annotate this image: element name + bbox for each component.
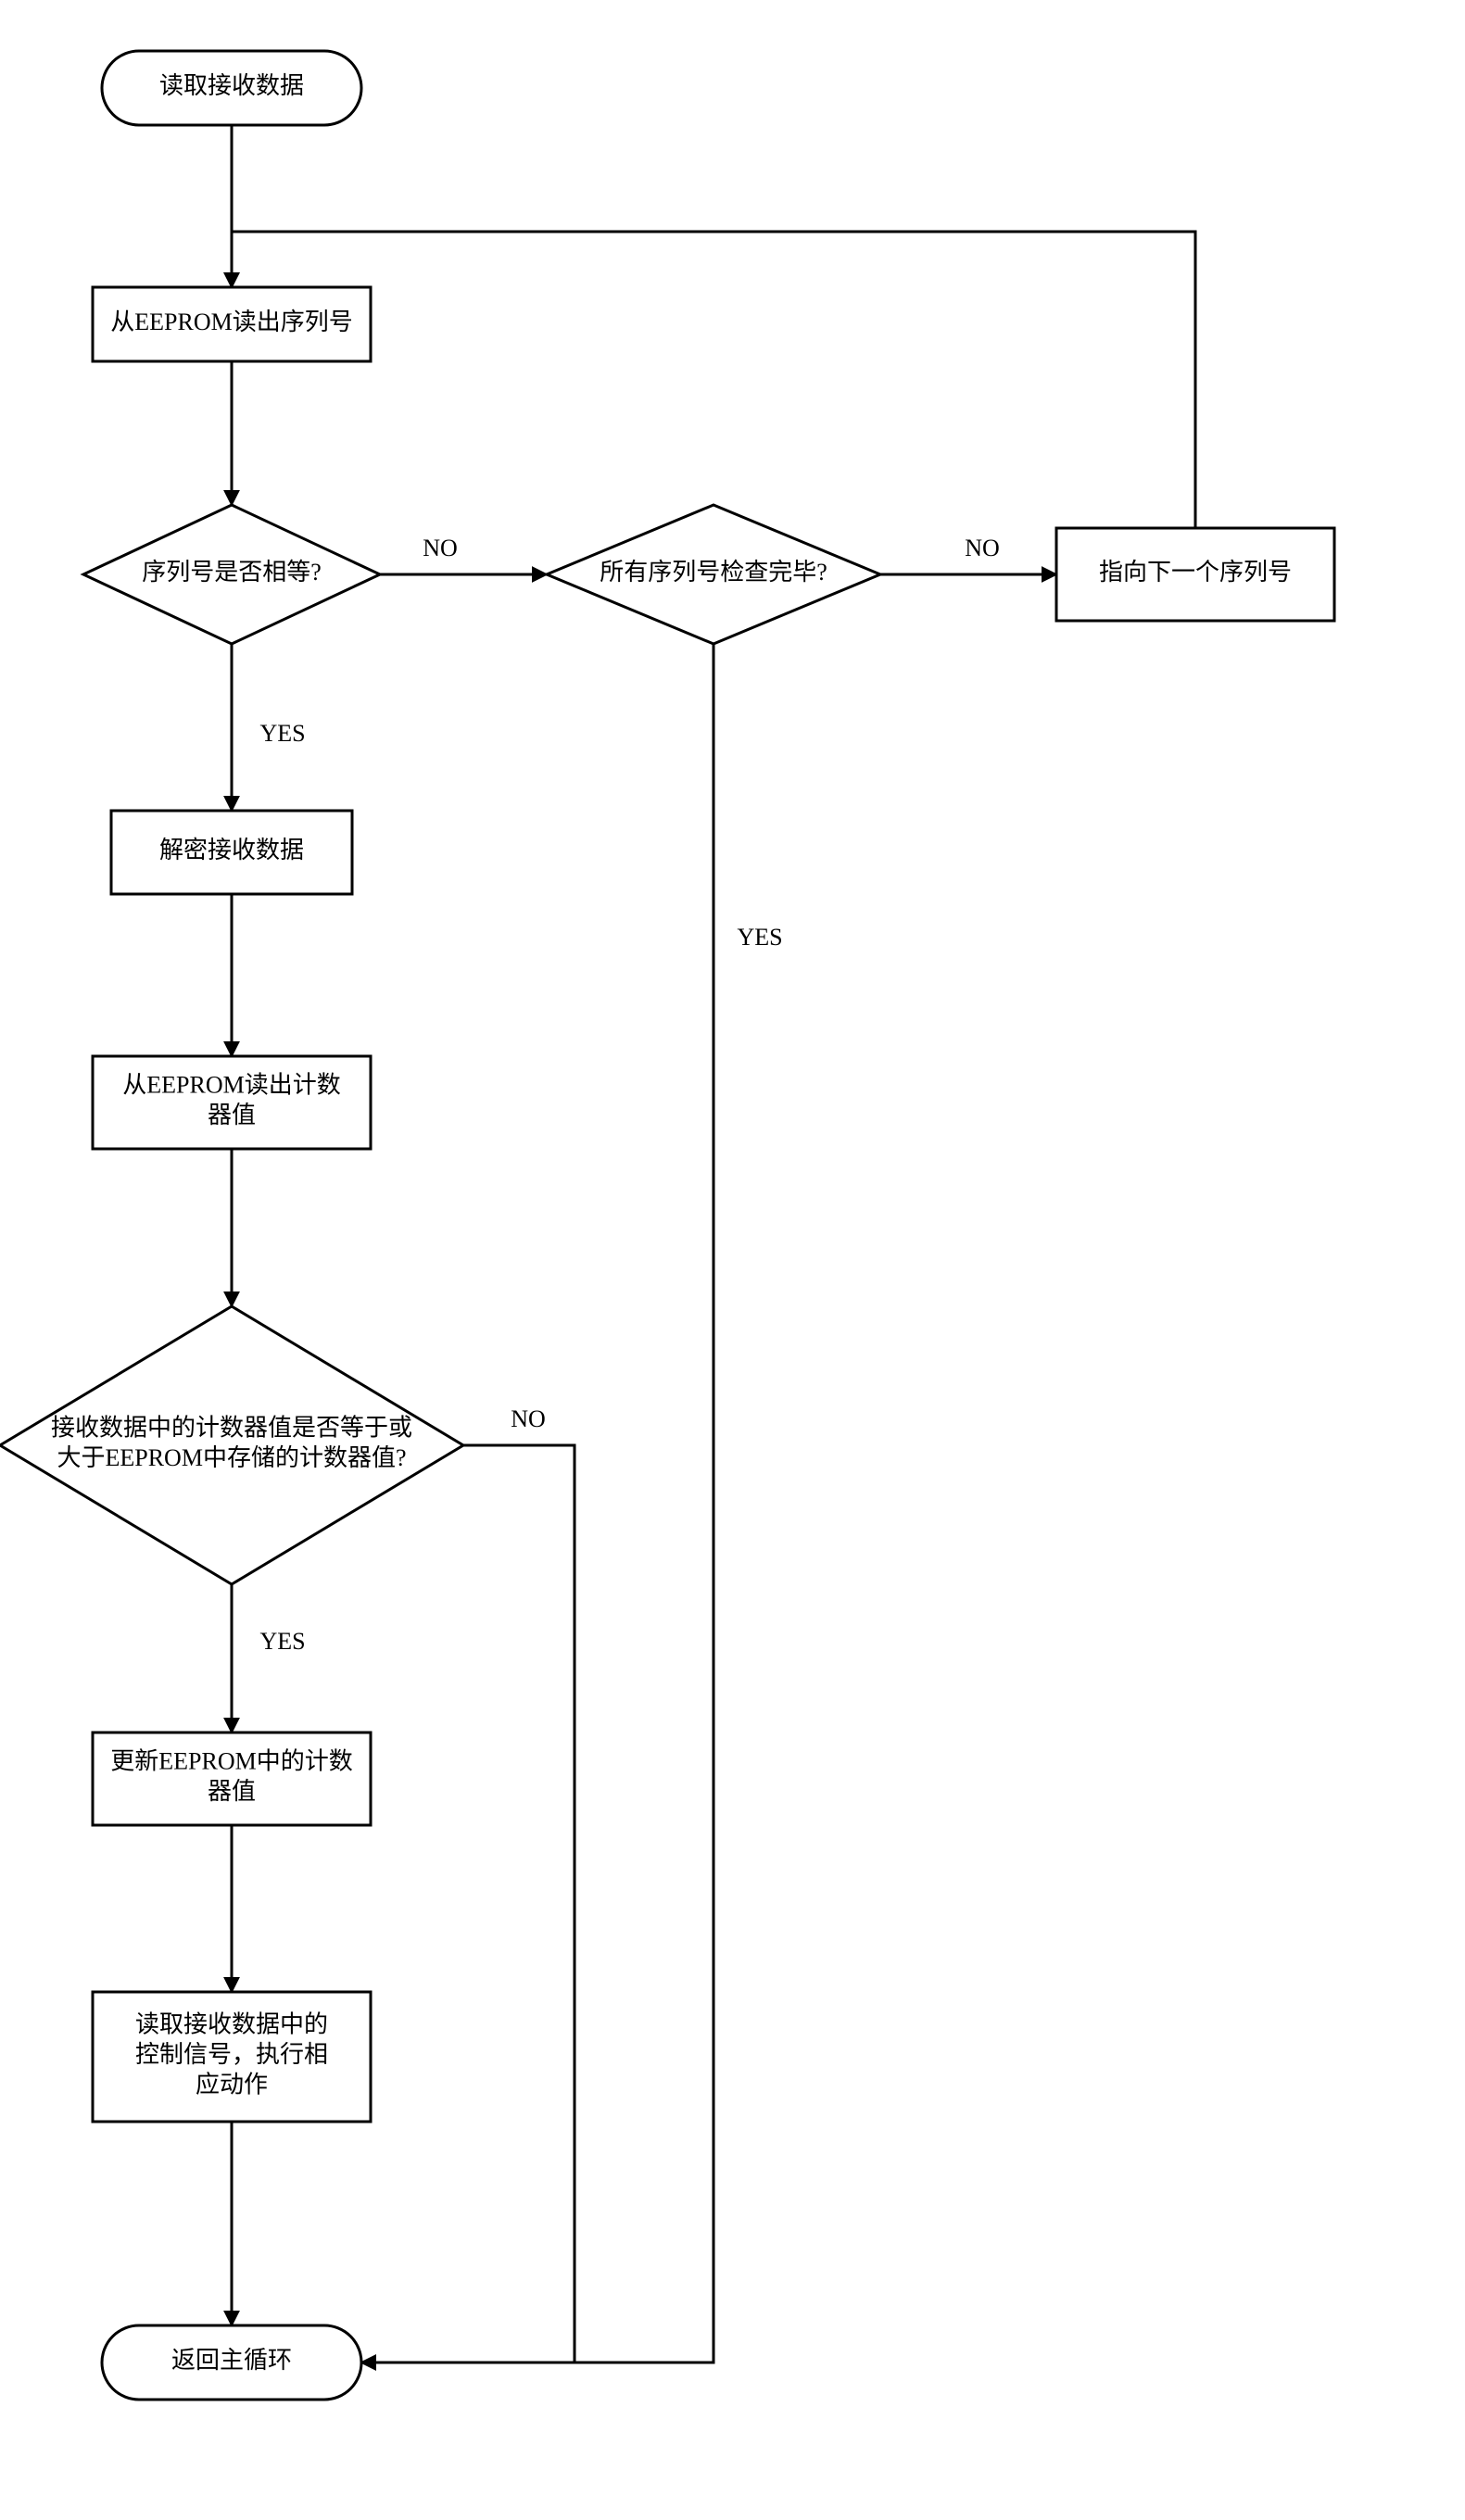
node-updCnt: 更新EEPROM中的计数器值 bbox=[93, 1732, 371, 1825]
node-label-cntCmp-0: 接收数据中的计数器值是否等于或 bbox=[51, 1415, 412, 1442]
node-label-readCnt-0: 从EEPROM读出计数 bbox=[122, 1072, 340, 1099]
edge-label-cntCmp-end: NO bbox=[511, 1405, 546, 1432]
flowchart-svg: NONOYESYESYESNO读取接收数据从EEPROM读出序列号序列号是否相等… bbox=[0, 0, 1465, 2520]
node-cntCmp: 接收数据中的计数器值是否等于或大于EEPROM中存储的计数器值? bbox=[0, 1306, 463, 1584]
edge-cntCmp-end bbox=[361, 1445, 575, 2362]
node-label-updCnt-0: 更新EEPROM中的计数 bbox=[110, 1748, 352, 1775]
node-label-end-0: 返回主循环 bbox=[171, 2347, 292, 2374]
node-label-execute-0: 读取接收数据中的 bbox=[135, 2010, 328, 2037]
node-allDone: 所有序列号检查完毕? bbox=[547, 505, 880, 644]
node-label-cntCmp-1: 大于EEPROM中存储的计数器值? bbox=[57, 1444, 406, 1471]
node-start: 读取接收数据 bbox=[102, 51, 361, 125]
node-label-execute-1: 控制信号，执行相 bbox=[135, 2041, 328, 2068]
edge-label-allDone-nextSN: NO bbox=[965, 535, 1000, 561]
node-label-snEqual-0: 序列号是否相等? bbox=[142, 559, 322, 586]
node-label-decrypt-0: 解密接收数据 bbox=[159, 837, 304, 863]
node-label-updCnt-1: 器值 bbox=[208, 1778, 256, 1805]
node-label-readCnt-1: 器值 bbox=[208, 1102, 256, 1128]
node-label-execute-2: 应动作 bbox=[196, 2071, 268, 2098]
node-nextSN: 指向下一个序列号 bbox=[1056, 528, 1334, 621]
node-label-nextSN-0: 指向下一个序列号 bbox=[1099, 559, 1292, 586]
edge-nextSN-readSN bbox=[232, 232, 1195, 528]
node-execute: 读取接收数据中的控制信号，执行相应动作 bbox=[93, 1992, 371, 2122]
node-end: 返回主循环 bbox=[102, 2325, 361, 2400]
node-readSN: 从EEPROM读出序列号 bbox=[93, 287, 371, 361]
node-label-start-0: 读取接收数据 bbox=[159, 72, 304, 99]
edges: NO NO YES YES YES NO bbox=[232, 125, 1195, 2362]
nodes: 读取接收数据从EEPROM读出序列号序列号是否相等? 所有序列号检查完毕? 指向下一… bbox=[0, 51, 1334, 2400]
edge-label-snEqual-allDone: NO bbox=[423, 535, 458, 561]
edge-allDone-end bbox=[361, 644, 714, 2362]
edge-label-cntCmp-updCnt: YES bbox=[259, 1628, 305, 1655]
node-label-readSN-0: 从EEPROM读出序列号 bbox=[110, 309, 352, 335]
node-readCnt: 从EEPROM读出计数器值 bbox=[93, 1056, 371, 1149]
node-snEqual: 序列号是否相等? bbox=[83, 505, 380, 644]
edge-label-snEqual-decrypt: YES bbox=[259, 720, 305, 747]
node-label-allDone-0: 所有序列号检查完毕? bbox=[600, 559, 827, 586]
edge-label-allDone-end: YES bbox=[737, 924, 782, 951]
node-decrypt: 解密接收数据 bbox=[111, 811, 352, 894]
